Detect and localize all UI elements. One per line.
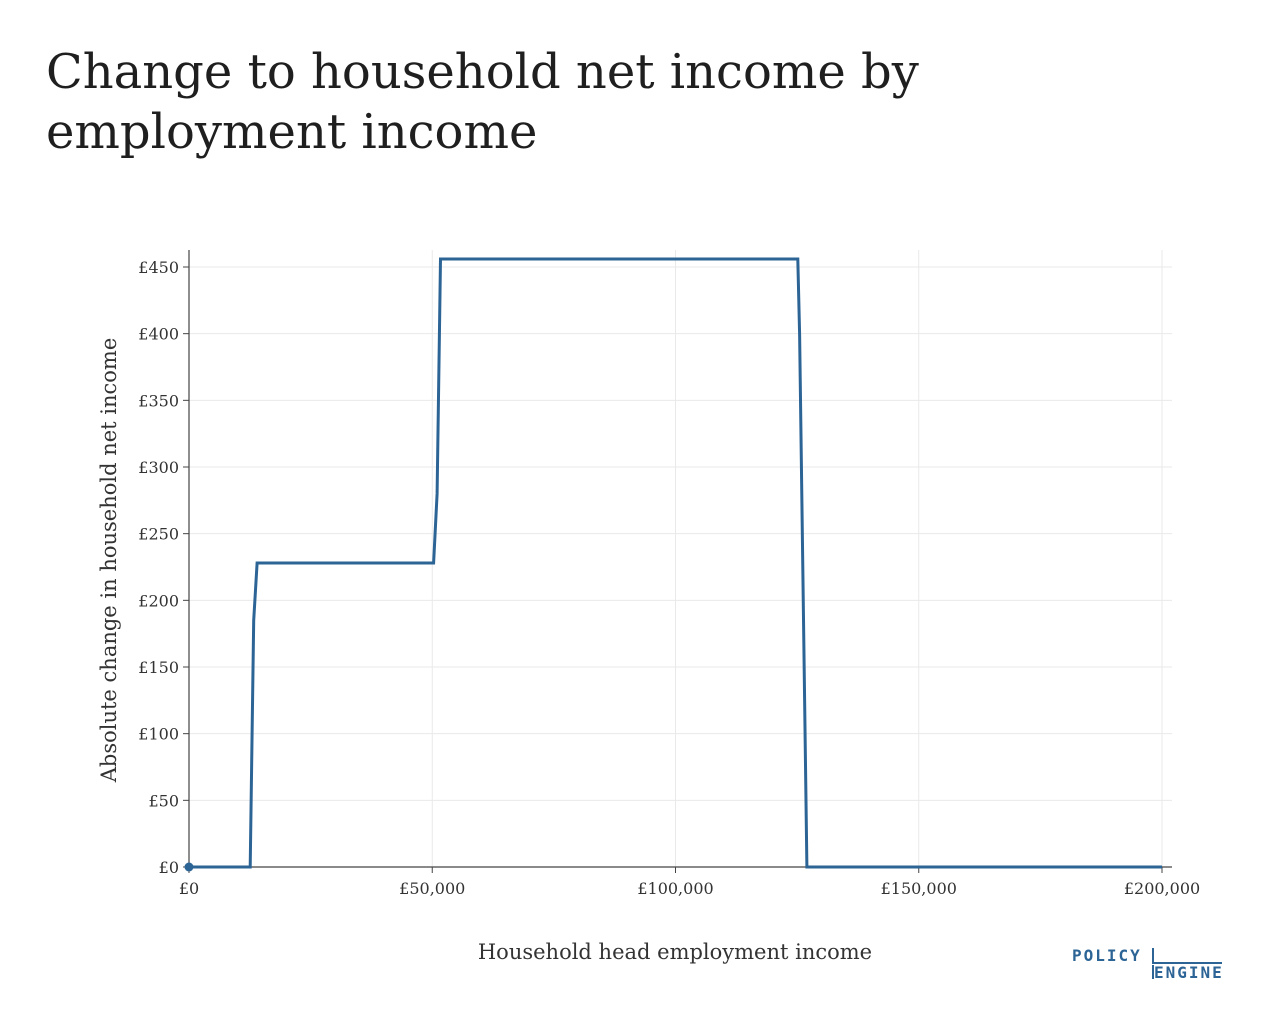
chart-title: Change to household net income by employ… — [46, 44, 919, 160]
series-line — [189, 257, 1162, 869]
y-axis-title: Absolute change in household net income — [97, 338, 121, 784]
gridlines — [189, 250, 1172, 867]
y-tick-label: £450 — [138, 258, 179, 277]
logo-text-policy: POLICY — [1072, 946, 1142, 965]
y-tick-label: £300 — [138, 458, 179, 477]
x-tick-label: £0 — [179, 879, 199, 898]
x-tick-label: £50,000 — [399, 879, 465, 898]
y-tick-label: £0 — [159, 858, 179, 877]
logo-text-engine: ENGINE — [1154, 963, 1224, 982]
y-tick-label: £350 — [138, 391, 179, 410]
y-tick-label: £250 — [138, 525, 179, 544]
series-start-point — [184, 862, 194, 872]
logo-bar-bottom — [1152, 965, 1154, 979]
y-tick-label: £400 — [138, 325, 179, 344]
x-axis-title: Household head employment income — [478, 940, 872, 964]
x-tick-label: £150,000 — [881, 879, 957, 898]
y-tick-label: £50 — [148, 791, 179, 810]
x-tick-label: £200,000 — [1124, 879, 1200, 898]
tick-labels: £0 £50 £100 £150 £200 £250 £300 £350 £400 £450 £0 £… — [138, 258, 1200, 898]
y-tick-label: £100 — [138, 725, 179, 744]
series-layer — [184, 257, 1162, 872]
logo-rule — [1152, 962, 1222, 964]
policyengine-logo: POLICY ENGINE — [1072, 946, 1232, 986]
y-tick-label: £200 — [138, 591, 179, 610]
logo-bar-top — [1152, 948, 1154, 962]
x-tick-label: £100,000 — [637, 879, 713, 898]
y-tick-label: £150 — [138, 658, 179, 677]
